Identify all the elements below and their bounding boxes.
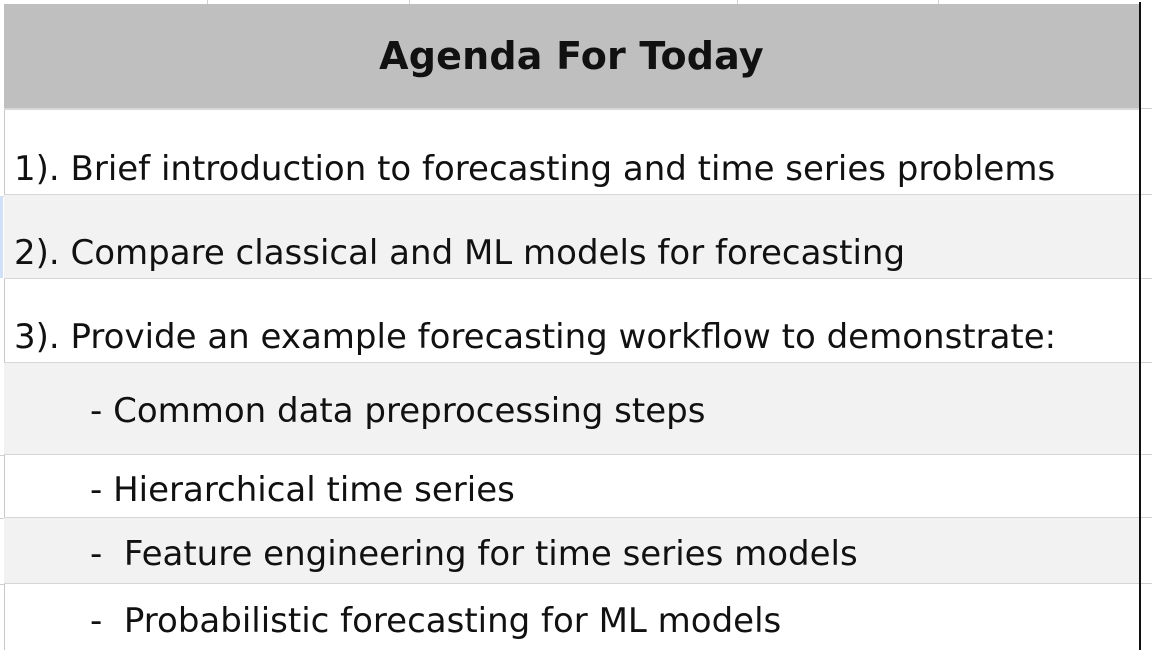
agenda-row[interactable]: - Probabilistic forecasting for ML model… [4, 584, 1139, 650]
column-gridline [409, 0, 410, 4]
agenda-header-cell[interactable]: Agenda For Today [4, 4, 1139, 110]
column-gridline [938, 0, 939, 4]
adjacent-cell[interactable] [1141, 362, 1152, 455]
row-gridline [0, 455, 4, 456]
column-gridline [207, 0, 208, 4]
adjacent-cell[interactable] [1141, 108, 1152, 195]
adjacent-cell[interactable] [1141, 454, 1152, 518]
adjacent-cell[interactable] [1141, 0, 1152, 109]
agenda-item-text: - Common data preprocessing steps [90, 391, 706, 431]
agenda-title: Agenda For Today [379, 34, 764, 78]
agenda-row[interactable]: 3). Provide an example forecasting workf… [4, 279, 1139, 363]
column-gridline [737, 0, 738, 4]
agenda-row[interactable]: 2). Compare classical and ML models for … [4, 195, 1139, 279]
agenda-row[interactable]: - Common data preprocessing steps [4, 363, 1139, 455]
agenda-row[interactable]: - Hierarchical time series [4, 455, 1139, 518]
row-gridline [0, 518, 4, 519]
agenda-row[interactable]: 1). Brief introduction to forecasting an… [4, 124, 1139, 195]
merged-cell-area [4, 4, 1141, 650]
adjacent-cell[interactable] [1141, 278, 1152, 363]
adjacent-cell[interactable] [1141, 194, 1152, 279]
selection-edge [0, 196, 3, 278]
row-gridline [0, 584, 4, 585]
spacer-row[interactable] [4, 110, 1139, 124]
agenda-item-text: - Hierarchical time series [90, 470, 515, 510]
agenda-item-text: - Probabilistic forecasting for ML model… [90, 601, 782, 641]
agenda-row[interactable]: - Feature engineering for time series mo… [4, 518, 1139, 584]
agenda-item-text: 2). Compare classical and ML models for … [14, 233, 906, 273]
cell-right-border [1139, 2, 1141, 650]
adjacent-cell[interactable] [1141, 517, 1152, 584]
agenda-item-text: - Feature engineering for time series mo… [90, 534, 858, 574]
agenda-item-text: 3). Provide an example forecasting workf… [14, 317, 1057, 357]
agenda-item-text: 1). Brief introduction to forecasting an… [14, 149, 1056, 189]
